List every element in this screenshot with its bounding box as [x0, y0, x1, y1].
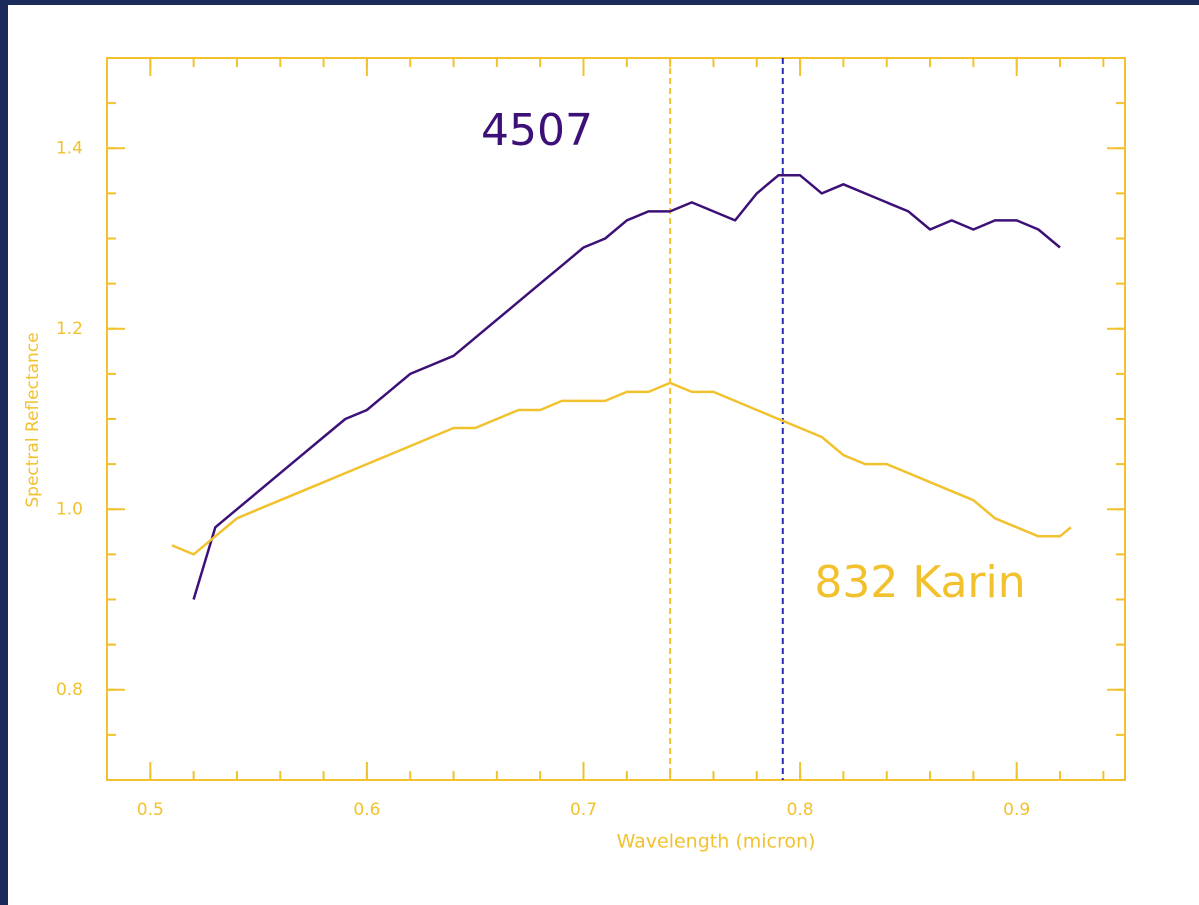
series-label: 832 Karin [814, 557, 1025, 608]
series-label: 4507 [481, 105, 593, 156]
x-axis-label: Wavelength (micron) [617, 831, 816, 853]
y-tick-label: 1.4 [56, 138, 83, 158]
x-tick-label: 0.8 [787, 800, 814, 820]
x-tick-label: 0.9 [1003, 800, 1030, 820]
x-tick-label: 0.7 [570, 800, 597, 820]
plot-background [8, 5, 1199, 905]
y-axis-label: Spectral Reflectance [23, 332, 43, 507]
x-tick-label: 0.5 [137, 800, 164, 820]
y-tick-label: 0.8 [56, 680, 83, 700]
x-tick-label: 0.6 [353, 800, 380, 820]
chart: 0.5 0.6 0.7 0.8 0.9 0.8 1.0 1.2 1.4 Wavelength (m… [0, 0, 1199, 905]
y-tick-label: 1.2 [56, 319, 83, 339]
y-tick-label: 1.0 [56, 499, 83, 519]
